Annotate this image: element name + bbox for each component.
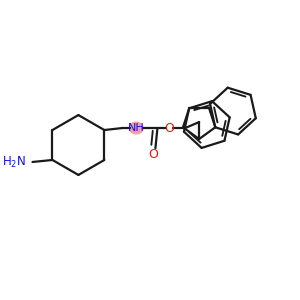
Text: $\mathsf{H_2N}$: $\mathsf{H_2N}$ (2, 154, 27, 169)
Text: NH: NH (128, 123, 145, 133)
Ellipse shape (129, 122, 144, 134)
Text: O: O (164, 122, 174, 134)
Text: O: O (148, 148, 158, 161)
